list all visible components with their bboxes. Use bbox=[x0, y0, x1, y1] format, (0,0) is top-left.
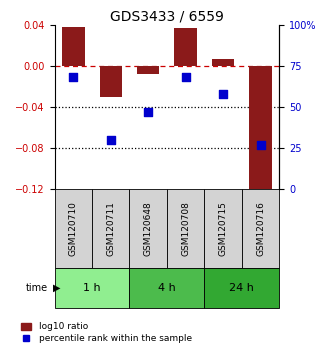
Point bbox=[108, 137, 113, 143]
Bar bbox=[204, 268, 279, 308]
Point bbox=[183, 74, 188, 80]
Text: time: time bbox=[26, 283, 48, 293]
Bar bbox=[55, 268, 129, 308]
Text: GSM120716: GSM120716 bbox=[256, 201, 265, 256]
Point bbox=[258, 142, 263, 148]
Text: GSM120715: GSM120715 bbox=[219, 201, 228, 256]
Text: GSM120711: GSM120711 bbox=[106, 201, 115, 256]
Bar bbox=[242, 189, 279, 268]
Bar bbox=[92, 189, 129, 268]
Legend: log10 ratio, percentile rank within the sample: log10 ratio, percentile rank within the … bbox=[21, 322, 192, 343]
Text: GSM120648: GSM120648 bbox=[144, 201, 153, 256]
Point bbox=[71, 74, 76, 80]
Bar bbox=[212, 59, 234, 66]
Bar bbox=[137, 66, 160, 74]
Text: 1 h: 1 h bbox=[83, 283, 101, 293]
Bar bbox=[249, 66, 272, 194]
Bar bbox=[55, 189, 92, 268]
Point bbox=[146, 109, 151, 115]
Text: 24 h: 24 h bbox=[230, 283, 254, 293]
Bar bbox=[174, 28, 197, 66]
Text: GSM120710: GSM120710 bbox=[69, 201, 78, 256]
Bar bbox=[204, 189, 242, 268]
Bar bbox=[129, 268, 204, 308]
Point bbox=[221, 91, 226, 97]
Text: GSM120708: GSM120708 bbox=[181, 201, 190, 256]
Bar bbox=[62, 27, 84, 66]
Bar bbox=[100, 66, 122, 97]
Bar bbox=[167, 189, 204, 268]
Text: ▶: ▶ bbox=[53, 283, 60, 293]
Bar bbox=[129, 189, 167, 268]
Title: GDS3433 / 6559: GDS3433 / 6559 bbox=[110, 10, 224, 24]
Text: 4 h: 4 h bbox=[158, 283, 176, 293]
